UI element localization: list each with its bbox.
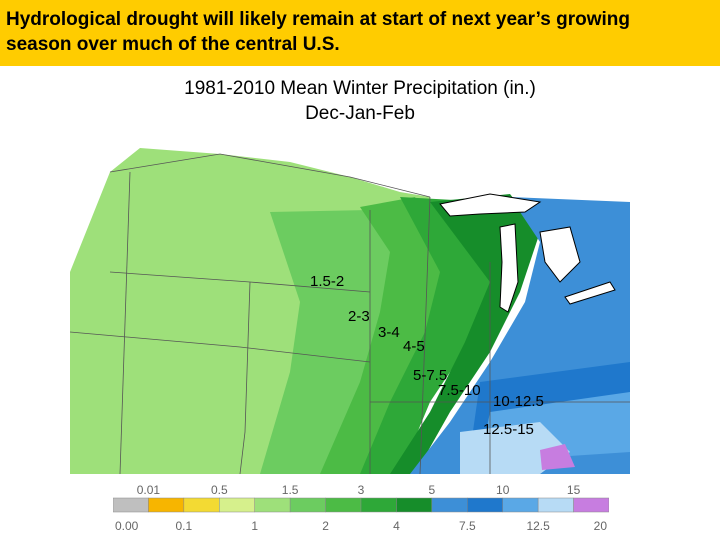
legend-swatch <box>360 497 397 513</box>
region-label-7.5-10: 7.5-10 <box>438 382 481 399</box>
headline-text: Hydrological drought will likely remain … <box>6 9 630 55</box>
region-label-12.5-15: 12.5-15 <box>483 421 534 438</box>
headline-banner: Hydrological drought will likely remain … <box>0 0 720 66</box>
legend-swatch <box>502 497 539 513</box>
legend-upper-tick: 1.5 <box>282 483 299 497</box>
legend-swatch <box>254 497 291 513</box>
legend-upper-tick: 5 <box>429 483 436 497</box>
region-label-10-12.5: 10-12.5 <box>493 393 544 410</box>
legend-upper-tick: 10 <box>496 483 510 497</box>
legend-upper-tick: 3 <box>358 483 365 497</box>
legend-lower-tick: 2 <box>322 519 329 533</box>
legend-lower-tick: 1 <box>251 519 258 533</box>
map-subtitle: Dec-Jan-Feb <box>305 103 415 124</box>
legend-upper-tick: 0.01 <box>137 483 161 497</box>
lake-huron <box>539 226 581 283</box>
canada-blank <box>140 132 630 192</box>
map-title: 1981-2010 Mean Winter Precipitation (in.… <box>184 78 536 99</box>
legend-swatch <box>183 497 220 513</box>
lake-superior <box>439 193 542 217</box>
region-label-4-5: 4-5 <box>403 338 425 355</box>
zone-2-3 <box>320 197 450 474</box>
legend-swatch <box>112 497 149 513</box>
legend-lower-tick: 20 <box>594 519 608 533</box>
legend-lower-tick: 12.5 <box>526 519 550 533</box>
zone-1.5-2 <box>260 202 420 474</box>
precipitation-map-svg <box>70 132 630 474</box>
color-legend-svg: 0.01 0.5 1.5 3 5 10 15 0.00 0.1 1 2 4 7.5 12.5 20 <box>112 483 610 533</box>
legend-swatch <box>573 497 610 513</box>
precipitation-map: 1.5-2 2-3 3-4 4-5 5-7.5 7.5-10 10-12.5 1… <box>70 132 630 474</box>
legend-swatch <box>431 497 468 513</box>
lake-michigan <box>499 223 519 313</box>
legend-swatch <box>537 497 574 513</box>
legend-lower-tick: 4 <box>393 519 400 533</box>
legend-lower-tick: 7.5 <box>459 519 476 533</box>
region-label-1.5-2: 1.5-2 <box>310 273 345 290</box>
legend-lower-tick: 0.00 <box>115 519 139 533</box>
legend-swatch <box>219 497 255 513</box>
region-label-2-3: 2-3 <box>348 308 370 325</box>
region-label-5-7.5: 5-7.5 <box>413 367 448 384</box>
zone-3-4 <box>360 197 510 474</box>
state-boundaries <box>70 153 630 474</box>
zone-15-20 <box>540 444 575 470</box>
legend-upper-tick: 0.5 <box>211 483 228 497</box>
legend-swatch <box>325 497 362 513</box>
lake-erie <box>564 281 616 305</box>
legend-swatch <box>289 497 326 513</box>
legend-lower-tick: 0.1 <box>176 519 193 533</box>
region-label-3-4: 3-4 <box>378 324 400 341</box>
legend-swatch <box>148 497 185 513</box>
color-legend: 0.01 0.5 1.5 3 5 10 15 0.00 0.1 1 2 4 7.5 12.5 20 <box>112 480 610 536</box>
legend-swatch <box>396 497 433 513</box>
legend-swatch <box>467 497 503 513</box>
legend-upper-tick: 15 <box>567 483 581 497</box>
